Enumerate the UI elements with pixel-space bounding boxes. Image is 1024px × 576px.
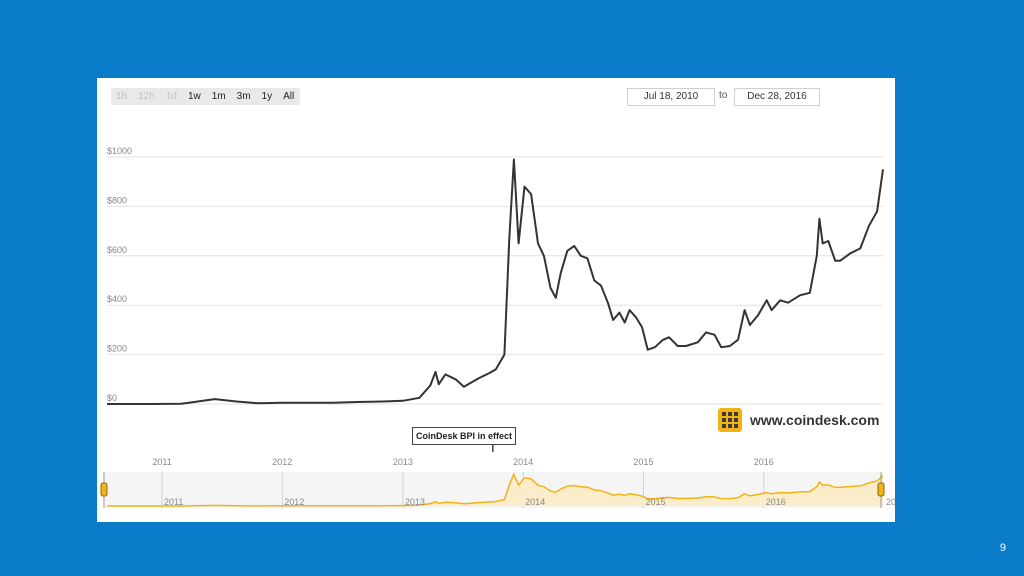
navigator-tick-label: 2012 (284, 497, 304, 507)
navigator-handle-left[interactable] (100, 482, 108, 497)
coindesk-logo: www.coindesk.com (718, 408, 879, 432)
date-to-label: to (719, 90, 728, 101)
zoom-button-1w[interactable]: 1w (183, 88, 207, 105)
navigator-line (107, 472, 884, 507)
zoom-button-1m[interactable]: 1m (207, 88, 232, 105)
navigator-area (107, 474, 883, 506)
zoom-button-1d: 1d (161, 88, 183, 105)
navigator-tick-label: 2014 (525, 497, 545, 507)
zoom-toolbar: 1h 12h 1d 1w 1m 3m 1y All (111, 88, 301, 105)
x-tick-label: 2015 (633, 457, 653, 467)
zoom-button-12h: 12h (133, 88, 161, 105)
y-tick-label: $600 (107, 245, 127, 255)
zoom-button-1y[interactable]: 1y (257, 88, 279, 105)
navigator-tick-label: 2011 (164, 497, 183, 507)
navigator-tick-label: 2015 (645, 497, 665, 507)
zoom-button-1h: 1h (111, 88, 134, 105)
x-tick-label: 2011 (152, 457, 171, 467)
x-tick-label: 2013 (393, 457, 413, 467)
slide-number: 9 (999, 542, 1006, 554)
navigator-handle-right[interactable] (877, 482, 885, 497)
y-tick-label: $800 (107, 195, 127, 205)
y-tick-label: $1000 (107, 146, 132, 156)
x-tick-label: 2012 (272, 457, 292, 467)
price-line (107, 158, 884, 405)
y-tick-label: $0 (107, 393, 117, 403)
x-tick-label: 2014 (513, 457, 533, 467)
date-from-input[interactable]: Jul 18, 2010 (627, 88, 715, 106)
y-tick-label: $400 (107, 294, 127, 304)
navigator-tick-label: 20 (886, 497, 895, 507)
navigator-tick-label: 2016 (766, 497, 786, 507)
zoom-button-all[interactable]: All (278, 88, 301, 105)
bpi-annotation-flag: CoinDesk BPI in effect (412, 427, 517, 445)
coindesk-logo-icon (718, 408, 742, 432)
zoom-button-3m[interactable]: 3m (232, 88, 257, 105)
chart-panel: 1h 12h 1d 1w 1m 3m 1y All Jul 18, 2010 to Dec 2… (97, 78, 895, 522)
navigator-tick-label: 2013 (405, 497, 425, 507)
date-to-input[interactable]: Dec 28, 2016 (734, 88, 820, 106)
y-tick-label: $200 (107, 344, 127, 354)
x-tick-label: 2016 (754, 457, 774, 467)
coindesk-logo-text: www.coindesk.com (750, 412, 880, 428)
price-chart: $0 $200 $400 $600 $800 $1000 2011 2012 2013 2014 2… (100, 146, 895, 508)
